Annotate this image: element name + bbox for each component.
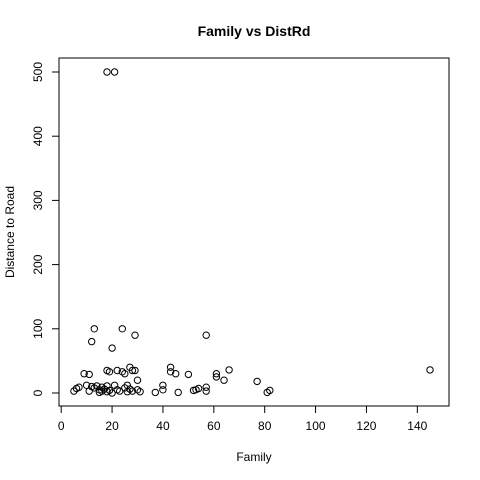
data-point bbox=[98, 387, 106, 395]
data-point bbox=[90, 325, 99, 333]
y-axis: 0 100 200 300 400 500 bbox=[31, 62, 60, 396]
x-tick-label: 20 bbox=[105, 419, 119, 433]
data-point bbox=[110, 68, 119, 76]
x-tick-label: 80 bbox=[258, 419, 272, 433]
y-tick-label: 200 bbox=[31, 254, 45, 274]
y-axis-label: Distance to Road bbox=[3, 186, 17, 278]
data-point bbox=[116, 387, 124, 395]
data-point bbox=[121, 384, 129, 392]
y-tick-label: 300 bbox=[31, 190, 45, 210]
data-point bbox=[202, 387, 210, 395]
data-point bbox=[128, 366, 137, 375]
data-point bbox=[172, 370, 180, 378]
x-axis: 0 20 40 60 80 100 120 140 bbox=[58, 405, 428, 433]
x-axis-label: Family bbox=[236, 450, 271, 464]
data-point bbox=[90, 384, 99, 392]
x-tick-label: 60 bbox=[207, 419, 221, 433]
data-point bbox=[166, 368, 175, 376]
plot-frame bbox=[58, 57, 450, 407]
data-point bbox=[113, 366, 121, 375]
y-tick-label: 0 bbox=[31, 389, 45, 396]
x-tick-label: 120 bbox=[356, 419, 376, 433]
data-point bbox=[174, 388, 182, 397]
data-point bbox=[426, 366, 434, 374]
data-point bbox=[118, 325, 127, 333]
data-point bbox=[184, 370, 193, 379]
y-tick-label: 500 bbox=[31, 62, 45, 82]
data-point bbox=[128, 387, 137, 395]
x-tick-label: 100 bbox=[306, 419, 326, 433]
data-point bbox=[159, 381, 167, 389]
data-point bbox=[225, 366, 233, 374]
y-tick-label: 400 bbox=[31, 126, 45, 146]
x-tick-label: 140 bbox=[407, 419, 427, 433]
data-point bbox=[166, 363, 175, 371]
data-point bbox=[70, 387, 78, 395]
data-point bbox=[151, 388, 160, 397]
data-point bbox=[253, 377, 261, 386]
data-point bbox=[85, 370, 93, 379]
data-point bbox=[105, 386, 114, 395]
data-point bbox=[75, 383, 83, 391]
data-point bbox=[202, 331, 210, 339]
data-point bbox=[136, 388, 144, 396]
data-point bbox=[194, 384, 203, 393]
data-point bbox=[131, 366, 139, 375]
data-point bbox=[108, 389, 116, 397]
data-point bbox=[202, 383, 210, 391]
data-point bbox=[126, 385, 134, 393]
x-tick-label: 0 bbox=[58, 419, 65, 433]
data-points bbox=[70, 68, 434, 397]
data-point bbox=[88, 337, 96, 346]
data-point bbox=[93, 382, 101, 390]
data-point bbox=[121, 370, 129, 378]
data-point bbox=[123, 388, 132, 396]
data-point bbox=[133, 376, 142, 384]
y-tick-label: 100 bbox=[31, 318, 45, 338]
data-point bbox=[212, 370, 221, 378]
data-point bbox=[159, 386, 167, 394]
data-point bbox=[266, 386, 274, 395]
data-point bbox=[220, 376, 228, 384]
data-point bbox=[105, 368, 114, 376]
chart-title: Family vs DistRd bbox=[198, 23, 311, 39]
x-tick-label: 40 bbox=[156, 419, 170, 433]
data-point bbox=[131, 331, 139, 339]
data-point bbox=[80, 370, 88, 378]
data-point bbox=[108, 344, 116, 352]
data-point bbox=[212, 373, 221, 381]
data-point bbox=[103, 68, 111, 76]
